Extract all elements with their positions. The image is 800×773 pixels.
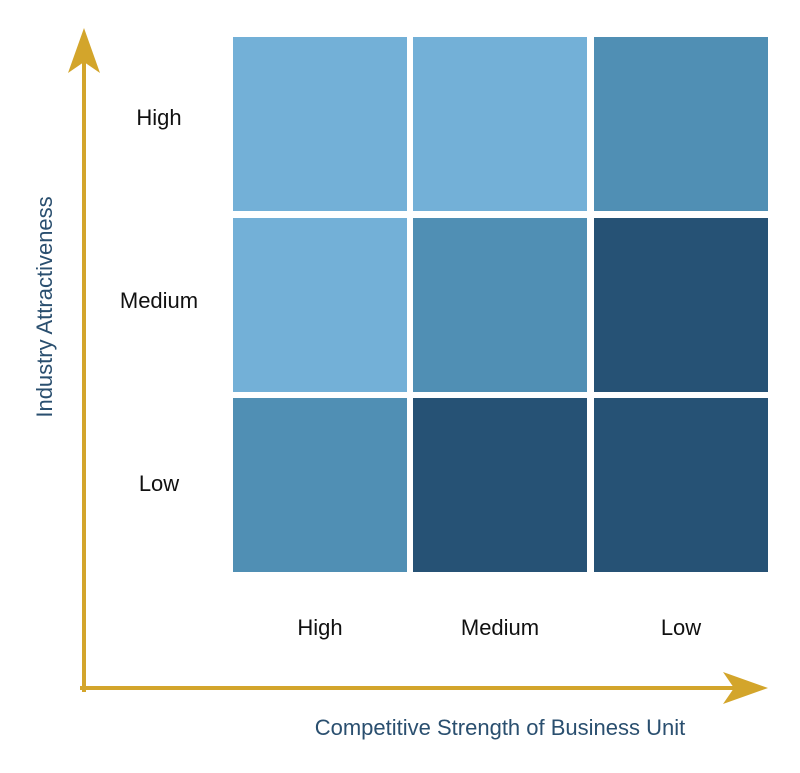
x-axis-arrow-icon: [723, 672, 768, 704]
y-axis-title: Industry Attractiveness: [32, 196, 57, 417]
cell-low-medium: [413, 398, 587, 572]
column-label-high: High: [297, 615, 342, 640]
cell-medium-medium: [413, 218, 587, 392]
row-label-low: Low: [139, 471, 179, 496]
column-label-medium: Medium: [461, 615, 539, 640]
y-axis: [68, 28, 100, 692]
cell-high-high: [233, 37, 407, 211]
matrix-grid: [233, 37, 768, 572]
cell-low-low: [594, 398, 768, 572]
y-axis-arrow-icon: [68, 28, 100, 73]
cell-low-high: [233, 398, 407, 572]
x-axis-title: Competitive Strength of Business Unit: [315, 715, 686, 740]
row-label-medium: Medium: [120, 288, 198, 313]
cell-medium-high: [233, 218, 407, 392]
x-axis: [80, 672, 768, 704]
row-label-high: High: [136, 105, 181, 130]
cell-medium-low: [594, 218, 768, 392]
cell-high-medium: [413, 37, 587, 211]
column-label-low: Low: [661, 615, 701, 640]
cell-high-low: [594, 37, 768, 211]
